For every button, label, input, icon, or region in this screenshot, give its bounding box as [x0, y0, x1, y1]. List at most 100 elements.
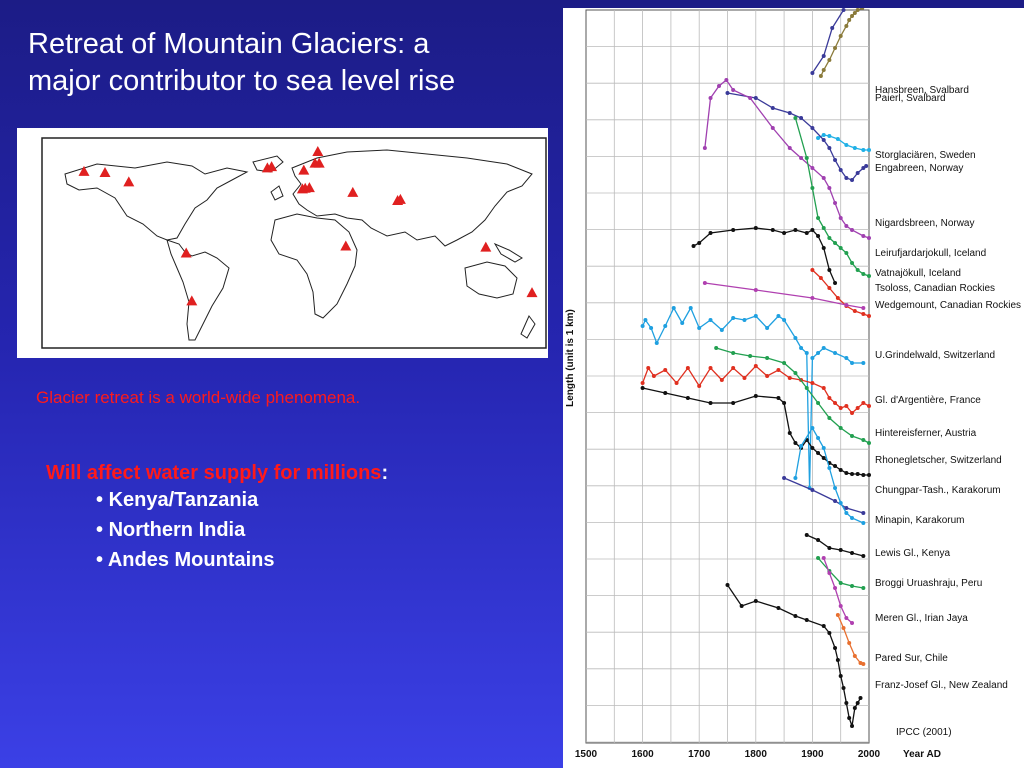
data-point	[799, 156, 804, 160]
data-point	[847, 18, 852, 22]
data-point	[782, 361, 787, 365]
data-point	[816, 451, 821, 455]
data-point	[827, 268, 832, 272]
data-point	[858, 696, 863, 700]
data-point	[674, 381, 679, 385]
data-point	[867, 274, 871, 278]
series-label: Nigardsbreen, Norway	[875, 218, 975, 229]
series	[640, 364, 871, 415]
data-point	[821, 246, 826, 250]
series-line	[693, 227, 836, 284]
data-point	[833, 586, 838, 590]
series-line	[783, 477, 864, 514]
data-point	[847, 641, 852, 645]
data-point	[861, 234, 866, 238]
data-point	[724, 78, 729, 82]
data-point	[861, 438, 866, 442]
data-point	[731, 351, 736, 355]
series-label: Hansbreen, Svalbard	[875, 85, 969, 96]
x-tick-label: 1900	[801, 749, 824, 760]
data-point	[850, 516, 855, 520]
data-point	[867, 236, 871, 240]
data-point	[643, 318, 648, 322]
data-point	[708, 318, 713, 322]
data-point	[725, 91, 730, 95]
data-point	[827, 571, 832, 575]
data-point	[765, 326, 770, 330]
series-label: Franz-Josef Gl., New Zealand	[875, 680, 1008, 691]
data-point	[731, 401, 736, 405]
data-point	[810, 446, 815, 450]
data-point	[708, 96, 713, 100]
data-point	[697, 384, 702, 388]
data-point	[861, 401, 866, 405]
data-point	[731, 228, 736, 232]
data-point	[833, 46, 838, 50]
data-point	[816, 538, 821, 542]
data-point	[816, 556, 821, 560]
data-point	[799, 444, 804, 448]
data-point	[861, 166, 866, 170]
data-point	[793, 336, 798, 340]
data-point	[821, 624, 826, 628]
data-point	[855, 268, 860, 272]
data-point	[680, 321, 685, 325]
data-point	[861, 662, 866, 666]
data-point	[830, 26, 835, 30]
series-line	[704, 79, 870, 239]
data-point	[810, 356, 815, 360]
glacier-marker	[266, 161, 278, 172]
data-point	[855, 701, 860, 705]
data-point	[753, 599, 758, 603]
data-point	[782, 318, 787, 322]
x-tick-label: 1500	[575, 749, 598, 760]
series-line	[726, 584, 862, 727]
data-point	[841, 8, 846, 12]
series	[702, 78, 871, 240]
glacier-marker	[298, 164, 310, 175]
glacier-marker	[312, 146, 324, 156]
data-point	[804, 351, 809, 355]
data-point	[867, 441, 871, 445]
data-point	[852, 309, 857, 313]
data-point	[753, 314, 758, 318]
data-point	[804, 231, 809, 235]
data-point	[844, 24, 849, 28]
series	[810, 268, 871, 318]
data-point	[782, 231, 787, 235]
series-label: Storglaciären, Sweden	[875, 150, 976, 161]
data-point	[787, 376, 792, 380]
data-point	[821, 456, 826, 460]
impact-heading: Will affect water supply for millions:	[46, 462, 388, 485]
data-point	[810, 381, 815, 385]
data-point	[685, 366, 690, 370]
data-point	[850, 584, 855, 588]
data-point	[855, 171, 860, 175]
data-point	[833, 158, 838, 162]
series	[640, 306, 866, 490]
data-point	[714, 346, 719, 350]
data-point	[844, 143, 849, 147]
series-label: Minapin, Karakorum	[875, 515, 964, 526]
data-point	[838, 674, 843, 678]
data-point	[753, 96, 758, 100]
series	[793, 116, 871, 278]
data-point	[844, 511, 849, 515]
series-line	[727, 92, 867, 181]
data-point	[850, 411, 855, 415]
data-point	[753, 288, 758, 292]
impact-item: • Northern India	[96, 519, 246, 541]
data-point	[810, 296, 815, 300]
glacier-marker	[347, 186, 359, 197]
series-label: Lewis Gl., Kenya	[875, 548, 950, 559]
data-point	[753, 226, 758, 230]
glacier-marker	[180, 247, 192, 258]
data-point	[861, 554, 866, 558]
data-point	[770, 106, 775, 110]
glacier-marker	[123, 176, 135, 187]
series	[725, 91, 869, 182]
data-point	[844, 701, 849, 705]
y-axis-label: Length (unit is 1 km)	[565, 309, 576, 407]
series-line	[820, 8, 863, 77]
